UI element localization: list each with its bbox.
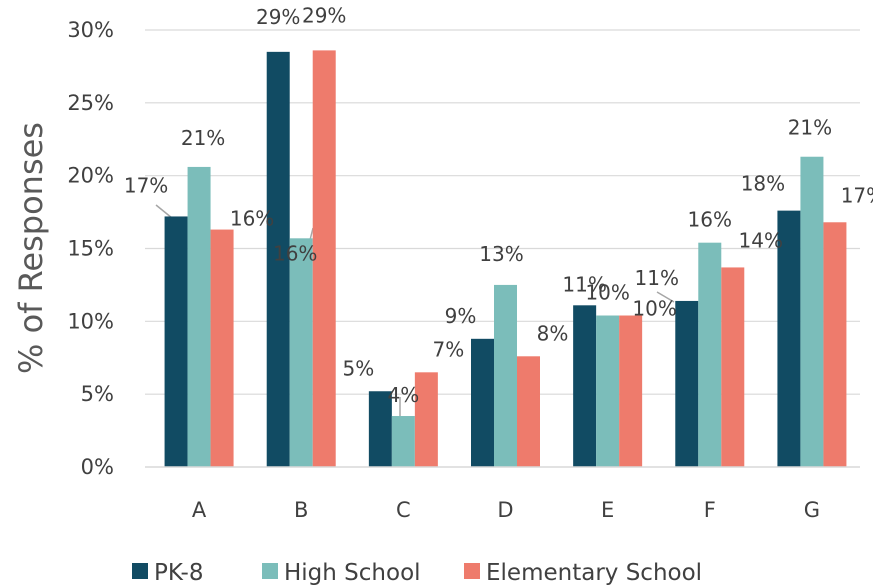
data-label: 11% <box>562 272 606 296</box>
legend-swatch <box>464 563 480 579</box>
bar-elementary-school-b <box>312 50 336 467</box>
bar-high-school-a <box>187 166 211 467</box>
bar-pk-8-c <box>368 391 392 467</box>
legend-label: Elementary School <box>486 560 702 585</box>
y-tick-label: 25% <box>67 91 114 115</box>
data-label: 16% <box>273 241 317 265</box>
y-tick-label: 20% <box>67 164 114 188</box>
data-label: 14% <box>739 228 783 252</box>
x-tick-label: E <box>601 498 614 522</box>
data-label: 16% <box>230 207 274 231</box>
data-labels: 17% 29% 5% 9% 11% 11% 18% 21% 16% 4% 13% 10% 16% 21% 1… <box>124 3 873 407</box>
bar-pk-8-g <box>777 210 801 468</box>
bar-elementary-school-f <box>721 267 745 467</box>
y-tick-label: 5% <box>81 382 114 406</box>
data-label: 8% <box>537 321 569 345</box>
bar-high-school-d <box>494 284 517 467</box>
x-tick-label: F <box>704 498 716 522</box>
legend-label: PK-8 <box>154 560 203 585</box>
bar-high-school-c <box>391 416 415 467</box>
bar-elementary-school-e <box>619 315 643 467</box>
data-label: 18% <box>741 172 785 196</box>
data-label: 10% <box>632 297 676 321</box>
data-label: 17% <box>124 173 168 197</box>
bar-pk-8-a <box>164 216 188 467</box>
bar-high-school-b <box>289 238 313 467</box>
data-label: 10% <box>585 281 629 305</box>
legend: PK-8 High School Elementary School <box>132 560 702 585</box>
data-label: 21% <box>788 116 832 140</box>
bar-pk-8-d <box>471 338 494 467</box>
y-tick-label: 30% <box>67 18 114 42</box>
data-label: 5% <box>342 356 374 380</box>
leader-line <box>155 204 173 219</box>
data-label: 9% <box>445 304 477 328</box>
y-tick-label: 0% <box>81 455 114 479</box>
y-tick-label: 15% <box>67 237 114 261</box>
legend-label: High School <box>284 560 421 585</box>
data-label: 17% <box>841 183 873 207</box>
leader-line <box>656 291 675 303</box>
bar-high-school-e <box>596 315 620 467</box>
data-label: 4% <box>387 383 419 407</box>
x-tick-label: D <box>497 498 513 522</box>
x-tick-label: B <box>294 498 308 522</box>
x-tick-label: A <box>192 498 207 522</box>
bar-elementary-school-c <box>414 372 438 467</box>
bar-high-school-f <box>698 242 722 467</box>
y-tick-label: 10% <box>67 309 114 333</box>
data-label: 29% <box>302 3 346 27</box>
y-axis-ticks: 0% 5% 10% 15% 20% 25% 30% <box>67 18 114 479</box>
bar-elementary-school-d <box>517 356 540 467</box>
bar-pk-8-b <box>266 51 290 467</box>
bar-high-school-g <box>800 156 824 468</box>
bar-elementary-school-g <box>823 222 847 467</box>
leader-line <box>309 227 314 241</box>
data-label: 29% <box>256 5 300 29</box>
data-label: 13% <box>479 242 523 266</box>
bar-pk-8-e <box>573 305 597 467</box>
x-axis-categories: A B C D E F G <box>192 498 820 522</box>
bar-pk-8-f <box>675 300 699 467</box>
x-tick-label: G <box>804 498 820 522</box>
data-label: 21% <box>181 126 225 150</box>
data-label: 11% <box>635 266 679 290</box>
bar-elementary-school-a <box>210 229 234 467</box>
data-label: 16% <box>688 208 732 232</box>
bars <box>164 50 847 468</box>
leader-lines <box>155 204 675 418</box>
y-axis-label: % of Responses <box>12 122 50 374</box>
legend-swatch <box>262 563 278 579</box>
legend-swatch <box>132 563 148 579</box>
x-tick-label: C <box>396 498 411 522</box>
data-label: 7% <box>432 337 464 361</box>
